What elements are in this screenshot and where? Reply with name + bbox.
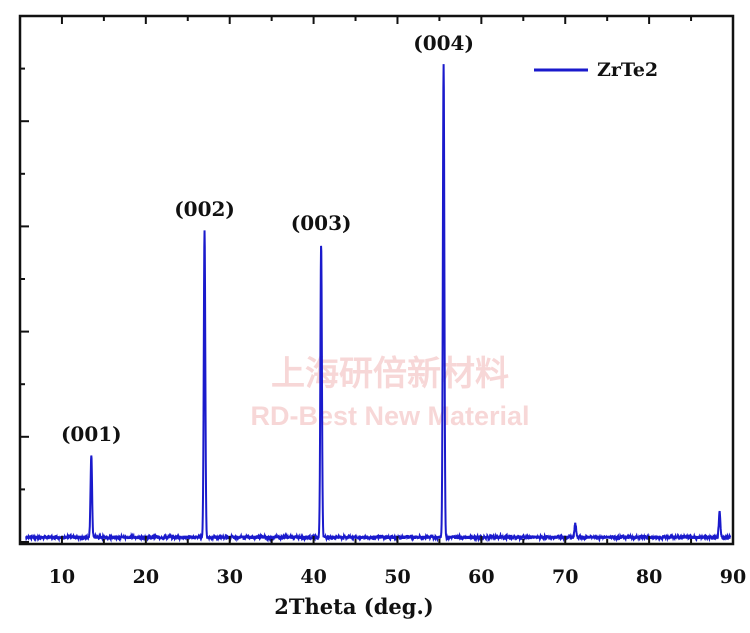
- watermark-chinese: 上海研倍新材料: [271, 354, 509, 394]
- x-tick-label-40: 40: [300, 566, 326, 588]
- x-tick-label-70: 70: [552, 566, 578, 588]
- peak-label-1: (002): [174, 197, 235, 221]
- x-tick-label-20: 20: [133, 566, 159, 588]
- watermark-english: RD-Best New Material: [250, 401, 529, 431]
- x-tick-label-90: 90: [720, 566, 746, 588]
- x-tick-label-50: 50: [384, 566, 410, 588]
- x-tick-label-60: 60: [468, 566, 494, 588]
- peak-label-2: (003): [291, 211, 352, 235]
- peak-label-3: (004): [413, 31, 474, 55]
- peak-label-0: (001): [61, 422, 122, 446]
- plot-frame: [18, 14, 735, 546]
- x-axis-title: 2Theta (deg.): [274, 594, 433, 619]
- series-line-ZrTe2: [25, 64, 732, 543]
- x-tick-label-10: 10: [49, 566, 75, 588]
- chart-marks: ZrTe2 (001) (002) (003) (004) 10 20 30 40 50 60 70 8…: [18, 14, 746, 588]
- x-tick-label-80: 80: [636, 566, 662, 588]
- x-tick-label-30: 30: [216, 566, 242, 588]
- legend-label: ZrTe2: [597, 59, 658, 81]
- watermark: 上海研倍新材料 RD-Best New Material: [250, 354, 529, 431]
